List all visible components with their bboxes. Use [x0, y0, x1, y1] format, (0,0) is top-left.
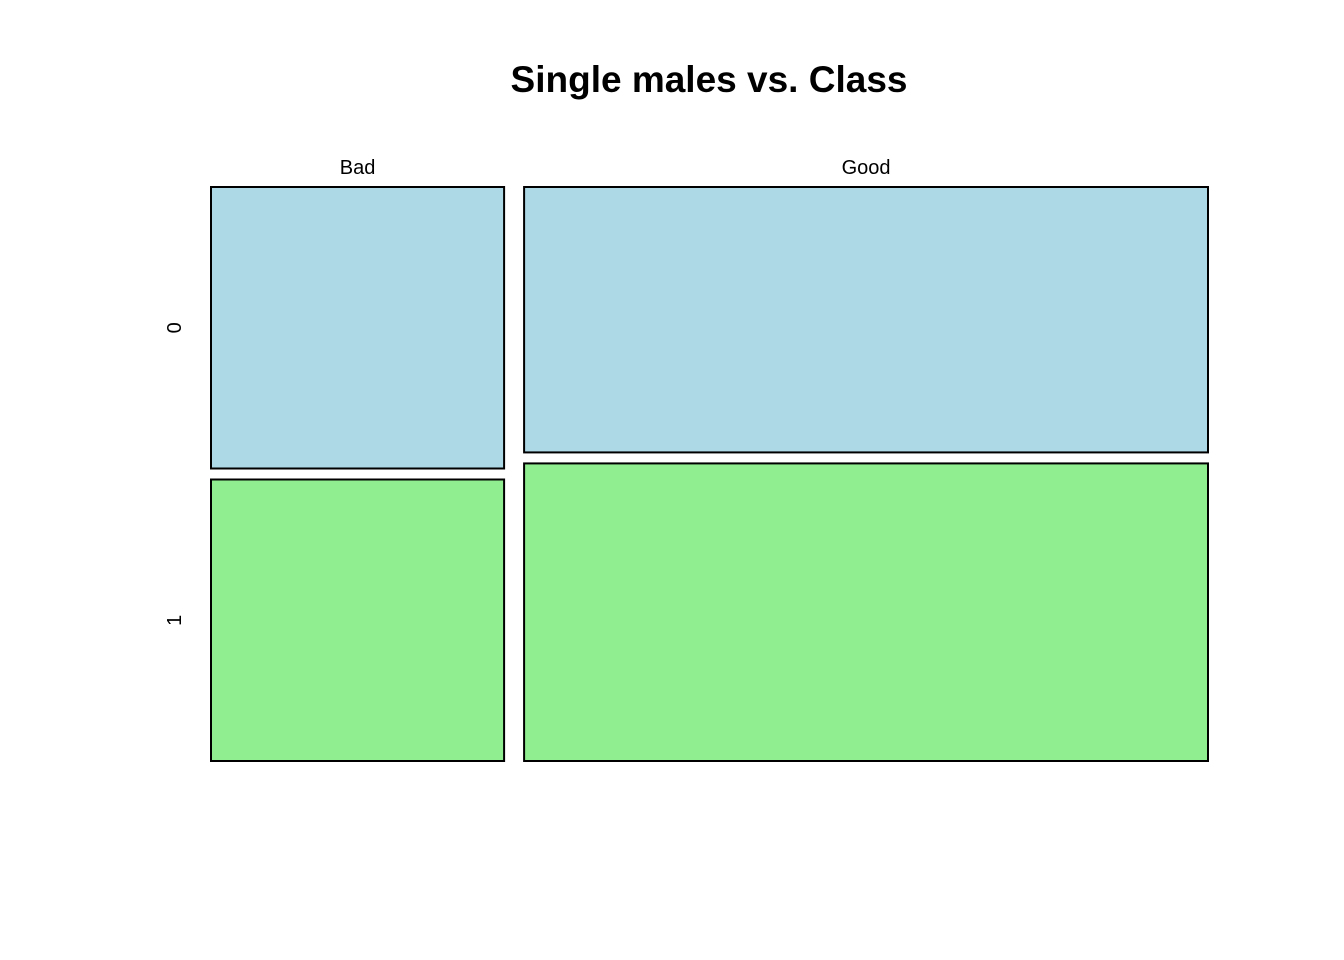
- mosaic-tiles: [210, 186, 1209, 762]
- y-tick-label-1: 1: [164, 615, 186, 626]
- y-tick-label-0: 0: [164, 322, 186, 333]
- tile-good-0: [523, 186, 1209, 454]
- tile-good-1: [523, 462, 1209, 762]
- x-tick-label-good: Good: [842, 157, 891, 179]
- chart-title: Single males vs. Class: [511, 59, 908, 100]
- x-tick-label-bad: Bad: [340, 157, 376, 179]
- tile-bad-0: [210, 186, 506, 470]
- y-tick-labels: 01: [164, 322, 186, 626]
- x-tick-labels: Bad Good: [340, 157, 891, 179]
- tile-bad-1: [210, 478, 506, 762]
